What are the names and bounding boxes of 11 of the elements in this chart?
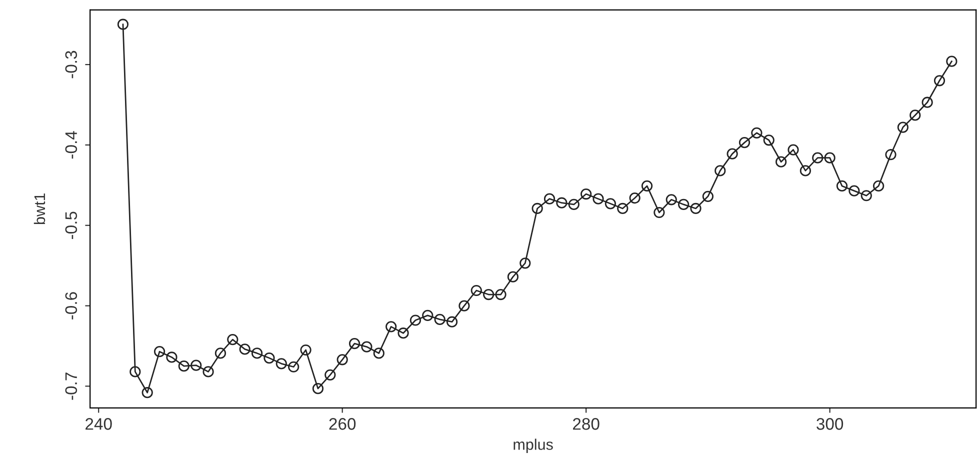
y-tick-label: -0.6	[65, 292, 78, 320]
x-tick-label: 300	[816, 418, 844, 430]
x-tick-label: 240	[86, 418, 112, 430]
x-axis-title: mplus	[514, 438, 553, 453]
x-tick-label: 260	[329, 418, 356, 430]
y-axis-title: bwt1	[34, 194, 46, 224]
y-tick-label: -0.4	[65, 131, 78, 159]
y-tick-label: -0.5	[65, 212, 78, 239]
y-tick-label: -0.3	[65, 50, 78, 78]
y-tick-label: -0.7	[65, 372, 78, 400]
x-tick-label: 280	[573, 418, 600, 430]
